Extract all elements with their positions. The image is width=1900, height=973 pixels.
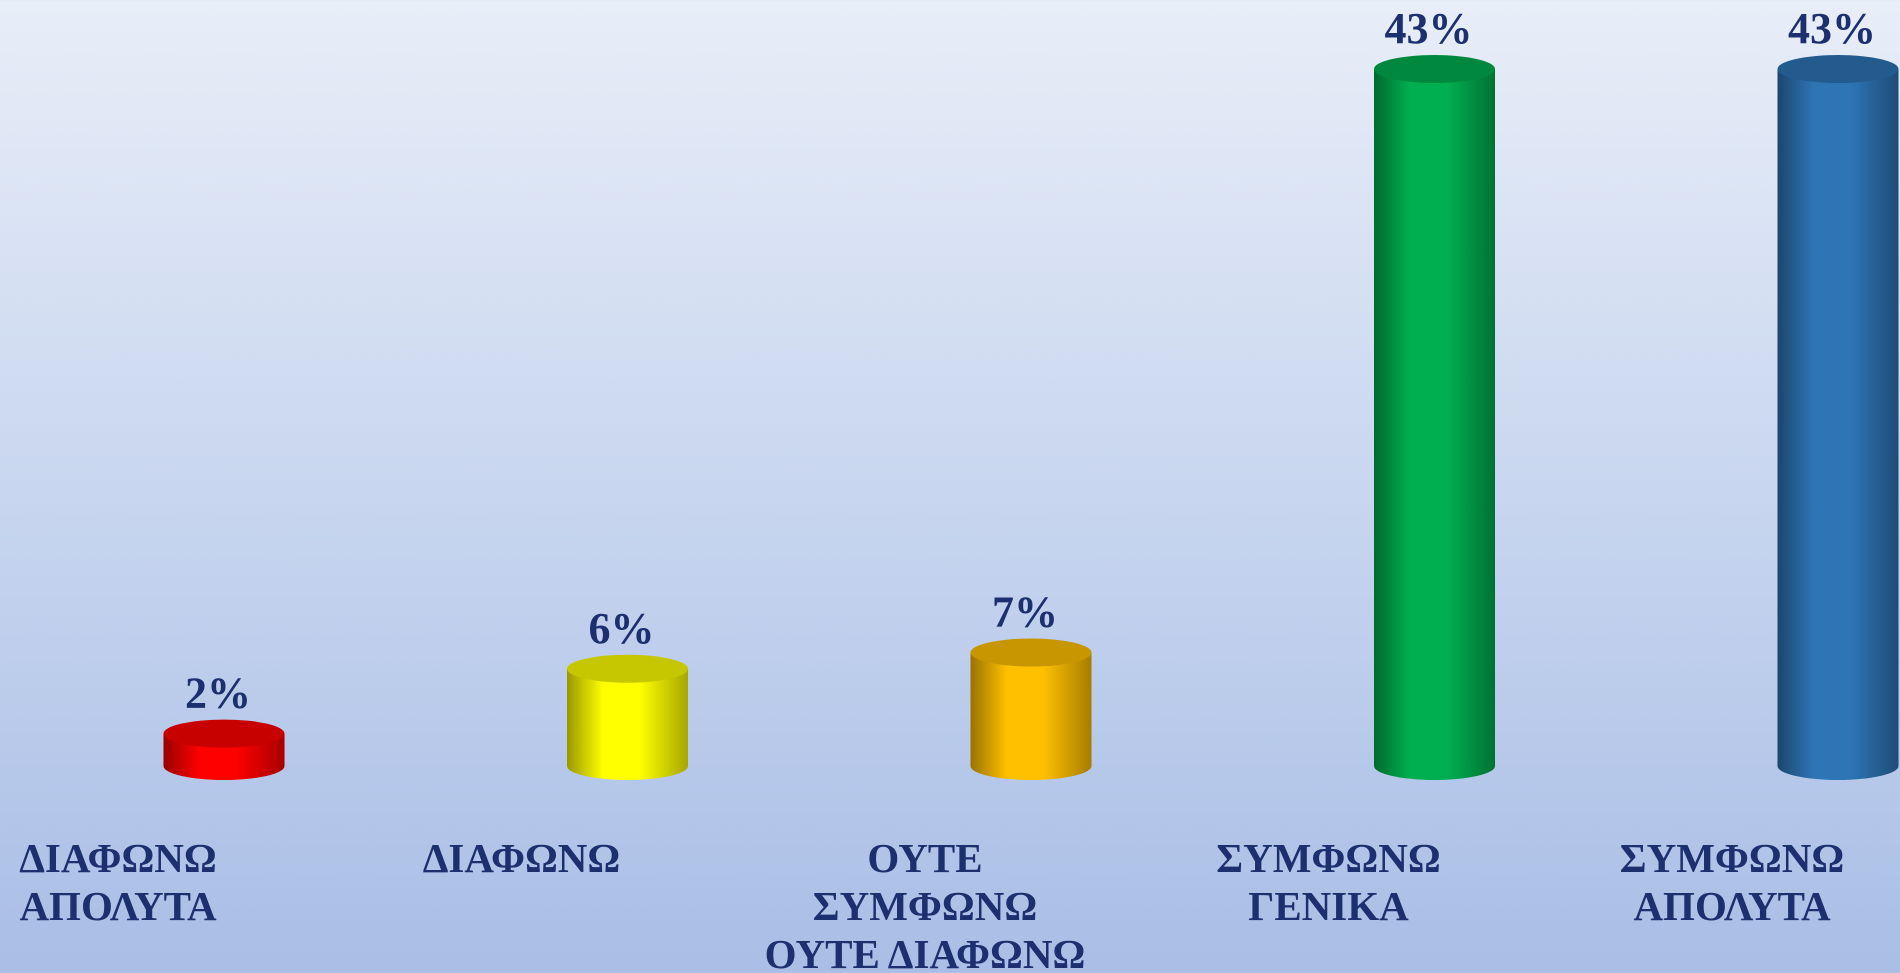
category-label: ΔΙΑΦΩΝΩ ΑΠΟΛΥΤΑ	[19, 835, 217, 929]
bar-top	[1777, 55, 1899, 83]
category-label: ΟΥΤΕ ΣΥΜΦΩΝΩ ΟΥΤΕ ΔΙΑΦΩΝΩ	[764, 835, 1086, 973]
value-label: 7%	[992, 588, 1058, 637]
bar-top	[163, 719, 285, 748]
bar-top	[970, 638, 1092, 667]
bar	[567, 668, 688, 766]
bar	[1777, 69, 1899, 766]
category-label: ΣΥΜΦΩΝΩ ΑΠΟΛΥΤΑ	[1619, 835, 1845, 929]
bar-top	[1374, 55, 1495, 83]
category-label: ΣΥΜΦΩΝΩ ΓΕΝΙΚΑ	[1216, 835, 1441, 929]
bar	[970, 652, 1092, 766]
category-label: ΔΙΑΦΩΝΩ	[422, 835, 621, 881]
bar-top	[567, 654, 688, 683]
bar	[1374, 69, 1495, 766]
value-label: 43%	[1385, 4, 1473, 53]
value-label: 43%	[1788, 4, 1876, 53]
value-label: 2%	[185, 669, 251, 718]
value-label: 6%	[589, 604, 655, 653]
